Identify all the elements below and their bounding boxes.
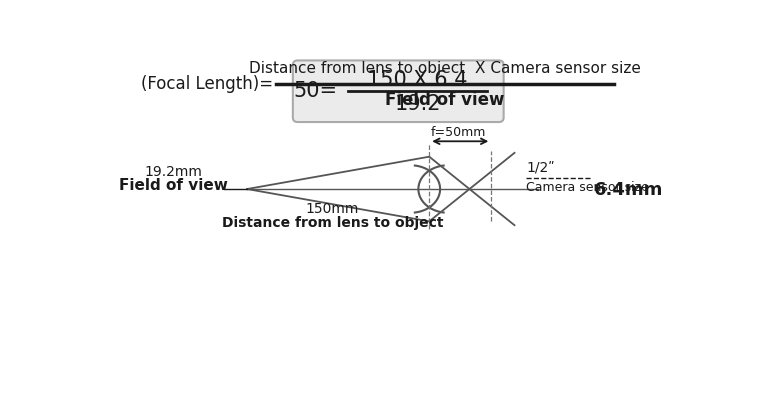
Text: Camera sensor size: Camera sensor size — [526, 180, 649, 194]
Text: 19.2: 19.2 — [395, 93, 441, 113]
Text: 6.4mm: 6.4mm — [594, 180, 664, 198]
Text: f=50mm: f=50mm — [431, 126, 486, 139]
FancyBboxPatch shape — [293, 61, 504, 122]
Text: 19.2mm: 19.2mm — [144, 165, 203, 179]
Text: Distance from lens to object  X Camera sensor size: Distance from lens to object X Camera se… — [249, 61, 641, 76]
Text: Distance from lens to object: Distance from lens to object — [222, 216, 443, 230]
Text: Field of view: Field of view — [119, 178, 228, 193]
Text: Field of view: Field of view — [385, 91, 505, 109]
Text: 50=: 50= — [293, 81, 338, 101]
Text: 1/2ʺ: 1/2ʺ — [526, 160, 554, 174]
Text: (Focal Length)=: (Focal Length)= — [141, 75, 273, 93]
Text: 150 X 6.4: 150 X 6.4 — [367, 71, 468, 91]
Text: 150mm: 150mm — [306, 202, 359, 216]
